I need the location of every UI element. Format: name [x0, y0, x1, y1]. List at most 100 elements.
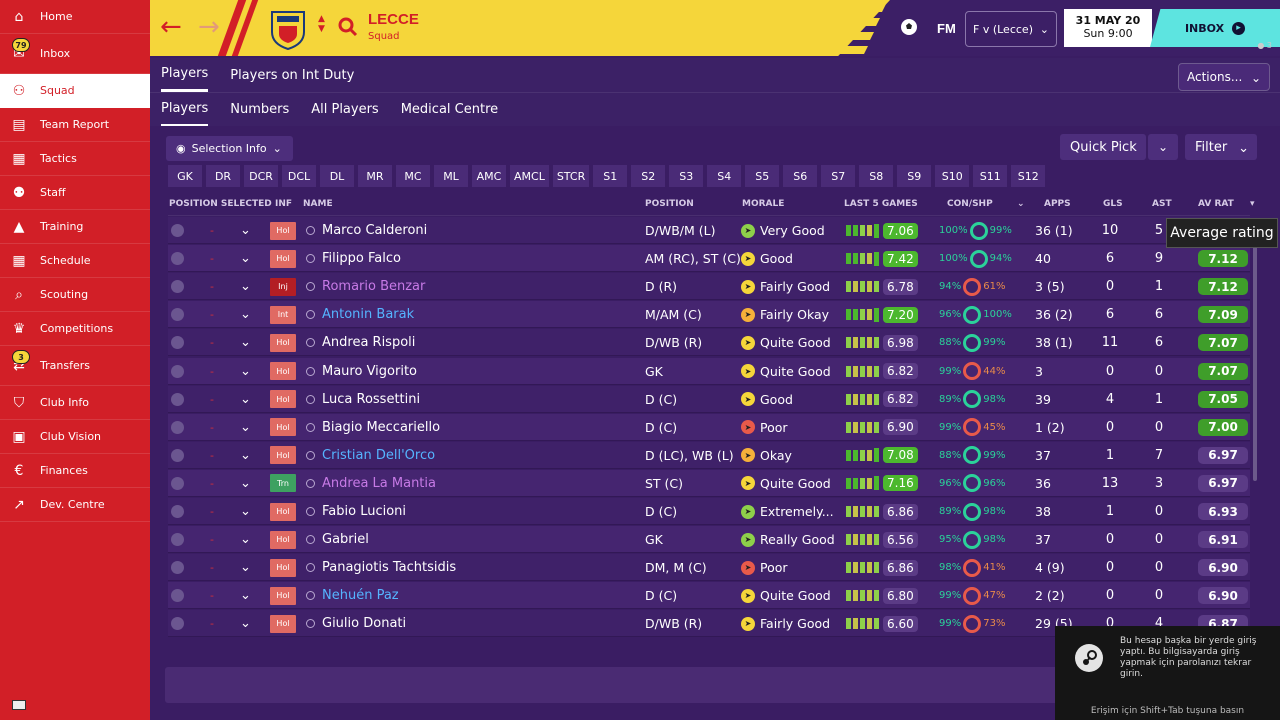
- position-dropdown[interactable]: ⌄: [240, 414, 251, 441]
- row-checkbox[interactable]: [171, 420, 184, 434]
- position-tab-dr[interactable]: DR: [206, 165, 240, 187]
- position-dropdown[interactable]: ⌄: [240, 358, 251, 385]
- position-tab-s12[interactable]: S12: [1011, 165, 1046, 187]
- player-name[interactable]: Andrea Rispoli: [322, 335, 416, 351]
- position-tab-stcr[interactable]: STCR: [552, 165, 590, 187]
- position-tab-gk[interactable]: GK: [168, 165, 202, 187]
- position-tab-amcl[interactable]: AMCL: [510, 165, 549, 187]
- back-arrow-icon[interactable]: ←: [160, 12, 182, 42]
- table-row[interactable]: - ⌄ Inj Romario Benzar D (R) ➤ Fairly Goo…: [168, 273, 1250, 301]
- sidebar-item-team-report[interactable]: ▤ Team Report: [0, 108, 150, 142]
- position-tab-mr[interactable]: MR: [358, 165, 392, 187]
- table-row[interactable]: - ⌄ Hol Marco Calderoni D/WB/M (L) ➤ Very…: [168, 217, 1250, 244]
- fm-logo[interactable]: FM: [937, 21, 956, 36]
- position-tab-s4[interactable]: S4: [707, 165, 742, 187]
- position-tab-s7[interactable]: S7: [821, 165, 856, 187]
- game-date[interactable]: 31 MAY 20 Sun 9:00: [1064, 9, 1152, 47]
- position-tab-s2[interactable]: S2: [631, 165, 666, 187]
- row-checkbox[interactable]: [171, 589, 184, 603]
- sidebar-item-transfers[interactable]: ⇄ Transfers 3: [0, 346, 150, 386]
- position-tab-s8[interactable]: S8: [859, 165, 894, 187]
- position-tab-mc[interactable]: MC: [396, 165, 430, 187]
- sidebar-item-tactics[interactable]: ▦ Tactics: [0, 142, 150, 176]
- inf-badge[interactable]: Hol: [270, 502, 296, 521]
- sidebar-item-club-vision[interactable]: ▣ Club Vision: [0, 420, 150, 454]
- table-row[interactable]: - ⌄ Int Antonin Barak M/AM (C) ➤ Fairly O…: [168, 301, 1250, 329]
- row-checkbox[interactable]: [171, 533, 184, 547]
- position-dropdown[interactable]: ⌄: [240, 217, 251, 244]
- sidebar-item-training[interactable]: ▲ Training: [0, 210, 150, 244]
- tab-medical-centre[interactable]: Medical Centre: [400, 102, 499, 117]
- table-row[interactable]: - ⌄ Hol Fabio Lucioni D (C) ➤ Extremely..…: [168, 498, 1250, 525]
- match-ball-icon[interactable]: [900, 18, 918, 36]
- tab-players[interactable]: Players: [161, 58, 209, 92]
- col-con-shp[interactable]: CON/SHP: [947, 199, 993, 209]
- sidebar-item-schedule[interactable]: ▦ Schedule: [0, 244, 150, 278]
- sort-chevron-icon[interactable]: ⌄: [1017, 199, 1025, 209]
- row-checkbox[interactable]: [171, 561, 184, 575]
- position-dropdown[interactable]: ⌄: [240, 273, 251, 300]
- player-name[interactable]: Gabriel: [322, 532, 369, 548]
- quick-pick-dropdown[interactable]: ⌄: [1148, 134, 1178, 160]
- fullscreen-toggle-icon[interactable]: [12, 700, 26, 710]
- inf-badge[interactable]: Hol: [270, 418, 296, 437]
- col-ast[interactable]: AST: [1152, 199, 1172, 209]
- col-morale[interactable]: MORALE: [742, 199, 785, 209]
- tab-numbers[interactable]: Numbers: [230, 102, 290, 117]
- inf-badge[interactable]: Hol: [270, 249, 296, 268]
- player-name[interactable]: Giulio Donati: [322, 616, 407, 632]
- col-inf[interactable]: INF: [275, 199, 293, 209]
- col-av-rat[interactable]: AV RAT: [1198, 199, 1234, 209]
- sidebar-item-scouting[interactable]: ⌕ Scouting: [0, 278, 150, 312]
- position-tab-ml[interactable]: ML: [434, 165, 468, 187]
- player-name[interactable]: Andrea La Mantia: [322, 475, 436, 491]
- inf-badge[interactable]: Hol: [270, 333, 296, 352]
- position-dropdown[interactable]: ⌄: [240, 498, 251, 525]
- position-dropdown[interactable]: ⌄: [240, 442, 251, 469]
- sidebar-item-competitions[interactable]: ♛ Competitions: [0, 312, 150, 346]
- player-name[interactable]: Panagiotis Tachtsidis: [322, 560, 457, 576]
- row-checkbox[interactable]: [171, 448, 184, 462]
- row-checkbox[interactable]: [171, 364, 184, 378]
- inf-badge[interactable]: Hol: [270, 362, 296, 380]
- position-tab-s3[interactable]: S3: [669, 165, 704, 187]
- sidebar-item-club-info[interactable]: ⛉ Club Info: [0, 386, 150, 420]
- player-name[interactable]: Mauro Vigorito: [322, 363, 417, 379]
- tab-players-int-duty[interactable]: Players on Int Duty: [230, 67, 355, 83]
- club-name[interactable]: LECCE: [368, 11, 419, 28]
- player-name[interactable]: Luca Rossettini: [322, 391, 421, 407]
- position-dropdown[interactable]: ⌄: [240, 245, 251, 272]
- row-checkbox[interactable]: [171, 308, 184, 322]
- position-tab-s1[interactable]: S1: [593, 165, 628, 187]
- table-row[interactable]: - ⌄ Hol Nehuén Paz D (C) ➤ Quite Good 6.8…: [168, 582, 1250, 610]
- match-select[interactable]: F v (Lecce) ⌄: [965, 11, 1057, 47]
- position-tab-s6[interactable]: S6: [783, 165, 818, 187]
- position-tab-dcl[interactable]: DCL: [282, 165, 316, 187]
- position-tab-amc[interactable]: AMC: [472, 165, 506, 187]
- row-checkbox[interactable]: [171, 280, 184, 294]
- position-dropdown[interactable]: ⌄: [240, 554, 251, 581]
- sidebar-item-dev-centre[interactable]: ↗ Dev. Centre: [0, 488, 150, 522]
- table-row[interactable]: - ⌄ Trn Andrea La Mantia ST (C) ➤ Quite G…: [168, 469, 1250, 497]
- player-name[interactable]: Cristian Dell'Orco: [322, 447, 436, 463]
- inf-badge[interactable]: Hol: [270, 446, 296, 465]
- position-dropdown[interactable]: ⌄: [240, 582, 251, 609]
- club-switch-icon[interactable]: ▲ ▼: [318, 14, 325, 34]
- forward-arrow-icon[interactable]: →: [198, 12, 220, 42]
- tab-players-sub[interactable]: Players: [161, 93, 209, 127]
- col-apps[interactable]: APPS: [1044, 199, 1071, 209]
- player-name[interactable]: Antonin Barak: [322, 307, 415, 323]
- position-tab-s11[interactable]: S11: [973, 165, 1008, 187]
- col-name[interactable]: NAME: [303, 199, 333, 209]
- position-dropdown[interactable]: ⌄: [240, 329, 251, 356]
- table-row[interactable]: - ⌄ Hol Filippo Falco AM (RC), ST (C) ➤ G…: [168, 245, 1250, 273]
- inf-badge[interactable]: Trn: [270, 474, 296, 493]
- actions-button[interactable]: Actions... ⌄: [1178, 63, 1270, 91]
- position-tab-s5[interactable]: S5: [745, 165, 780, 187]
- row-checkbox[interactable]: [171, 505, 184, 518]
- player-name[interactable]: Marco Calderoni: [322, 223, 428, 238]
- continue-inbox-button[interactable]: INBOX ▸: [1150, 9, 1280, 47]
- position-dropdown[interactable]: ⌄: [240, 386, 251, 413]
- position-dropdown[interactable]: ⌄: [240, 526, 251, 553]
- inf-badge[interactable]: Hol: [270, 558, 296, 577]
